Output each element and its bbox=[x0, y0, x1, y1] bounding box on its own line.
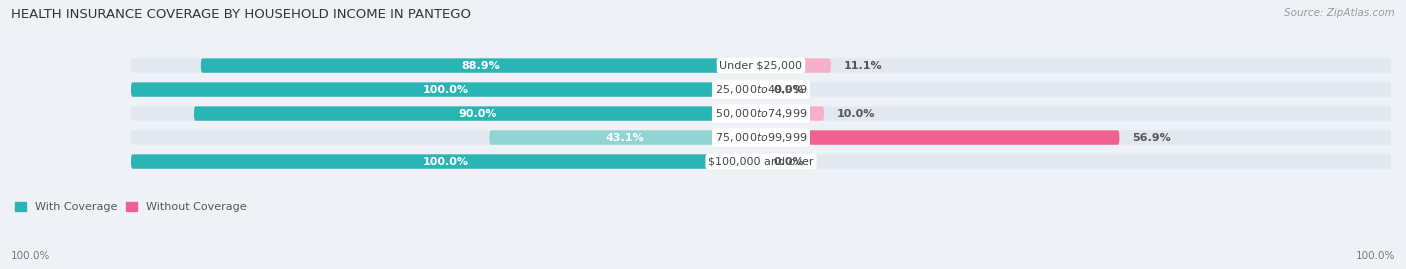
FancyBboxPatch shape bbox=[489, 130, 761, 145]
Text: Source: ZipAtlas.com: Source: ZipAtlas.com bbox=[1284, 8, 1395, 18]
FancyBboxPatch shape bbox=[131, 154, 761, 169]
Text: 0.0%: 0.0% bbox=[773, 84, 804, 95]
Text: $100,000 and over: $100,000 and over bbox=[709, 157, 814, 167]
Text: $75,000 to $99,999: $75,000 to $99,999 bbox=[714, 131, 807, 144]
FancyBboxPatch shape bbox=[131, 106, 1391, 121]
Text: $50,000 to $74,999: $50,000 to $74,999 bbox=[714, 107, 807, 120]
FancyBboxPatch shape bbox=[131, 58, 1391, 73]
FancyBboxPatch shape bbox=[131, 130, 1391, 145]
Text: 100.0%: 100.0% bbox=[423, 84, 470, 95]
FancyBboxPatch shape bbox=[131, 154, 1391, 169]
Text: 88.9%: 88.9% bbox=[461, 61, 501, 70]
Text: 11.1%: 11.1% bbox=[844, 61, 882, 70]
Text: 43.1%: 43.1% bbox=[606, 133, 644, 143]
Text: $25,000 to $49,999: $25,000 to $49,999 bbox=[714, 83, 807, 96]
Text: HEALTH INSURANCE COVERAGE BY HOUSEHOLD INCOME IN PANTEGO: HEALTH INSURANCE COVERAGE BY HOUSEHOLD I… bbox=[11, 8, 471, 21]
FancyBboxPatch shape bbox=[131, 82, 761, 97]
Text: 100.0%: 100.0% bbox=[11, 251, 51, 261]
Text: 100.0%: 100.0% bbox=[423, 157, 470, 167]
FancyBboxPatch shape bbox=[761, 130, 1119, 145]
Text: 56.9%: 56.9% bbox=[1132, 133, 1171, 143]
Text: Under $25,000: Under $25,000 bbox=[720, 61, 803, 70]
Text: 0.0%: 0.0% bbox=[773, 157, 804, 167]
Text: 100.0%: 100.0% bbox=[1355, 251, 1395, 261]
FancyBboxPatch shape bbox=[131, 82, 1391, 97]
FancyBboxPatch shape bbox=[761, 58, 831, 73]
FancyBboxPatch shape bbox=[194, 106, 761, 121]
Text: 90.0%: 90.0% bbox=[458, 109, 496, 119]
FancyBboxPatch shape bbox=[201, 58, 761, 73]
Legend: With Coverage, Without Coverage: With Coverage, Without Coverage bbox=[15, 202, 247, 212]
FancyBboxPatch shape bbox=[761, 106, 824, 121]
Text: 10.0%: 10.0% bbox=[837, 109, 875, 119]
